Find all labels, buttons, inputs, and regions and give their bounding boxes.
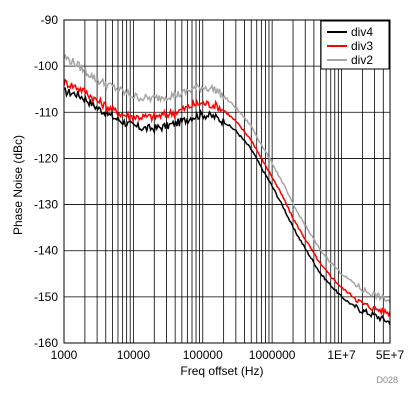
series-lines: [63, 53, 391, 326]
plot-frame: [63, 19, 391, 344]
y-tick-label: -120: [34, 151, 58, 165]
y-tick-label: -130: [34, 198, 58, 212]
series-line-div4: [63, 87, 391, 326]
y-tick-label: -160: [34, 336, 58, 350]
x-tick-label: 1E+7: [327, 348, 356, 362]
series-line-div2: [63, 53, 391, 304]
grid: [63, 19, 391, 344]
legend-label-div3: div3: [351, 39, 373, 53]
x-tick-label: 10000: [117, 348, 151, 362]
y-tick-label: -150: [34, 290, 58, 304]
x-tick-label: 5E+7: [376, 348, 405, 362]
figure-id: D028: [376, 375, 398, 385]
y-tick-label: -110: [35, 105, 58, 119]
y-tick-label: -90: [41, 13, 59, 27]
y-tick-label: -140: [34, 244, 58, 258]
x-axis-label: Freq offset (Hz): [180, 364, 263, 378]
x-tick-label: 1000000: [249, 348, 296, 362]
y-tick-label: -100: [34, 59, 58, 73]
legend-label-div2: div2: [351, 53, 373, 67]
legend-label-div4: div4: [351, 25, 373, 39]
x-tick-label: 100000: [183, 348, 223, 362]
y-axis-label: Phase Noise (dBc): [11, 135, 25, 235]
axes: 1000 10000 100000 1000000 1E+7 5E+7 -160 -150 -1…: [34, 13, 405, 362]
series-line-div3: [63, 78, 391, 318]
x-tick-label: 1000: [51, 348, 78, 362]
